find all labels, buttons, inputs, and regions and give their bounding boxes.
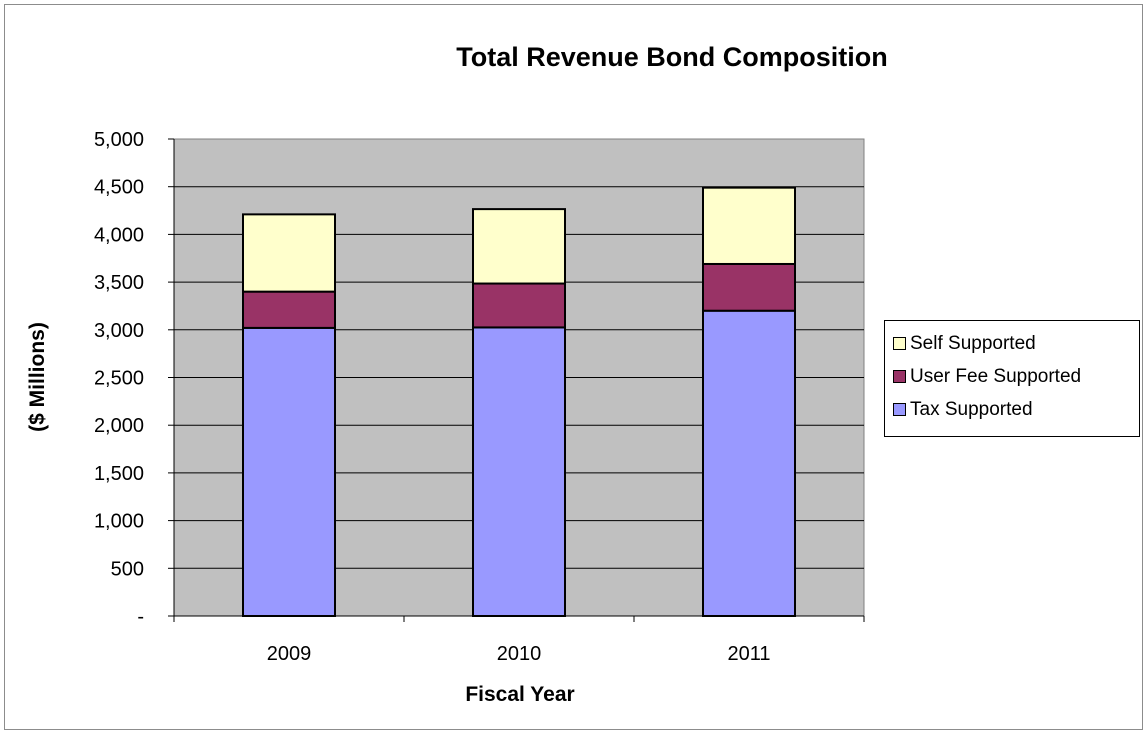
y-tick-label: 1,500 <box>94 463 144 485</box>
x-axis-label: Fiscal Year <box>465 683 574 706</box>
axes <box>168 138 865 622</box>
y-tick-label: 4,500 <box>94 177 144 199</box>
x-tick-labels: 2009 2010 2011 <box>267 643 771 665</box>
bar-segment <box>702 309 796 617</box>
y-tick-label: 1,000 <box>94 511 144 533</box>
y-tick-label: 2,500 <box>94 368 144 390</box>
x-tick-label: 2009 <box>267 643 312 665</box>
y-tick-label: 2,000 <box>94 415 144 437</box>
chart-title: Total Revenue Bond Composition <box>456 42 888 72</box>
bar-segment <box>242 213 336 293</box>
legend-swatch <box>893 370 906 383</box>
legend-item: Self Supported <box>893 327 1139 360</box>
x-tick-label: 2010 <box>497 643 542 665</box>
legend-label: Self Supported <box>910 332 1036 354</box>
bar-segment <box>472 326 566 617</box>
legend-label: Tax Supported <box>910 398 1033 420</box>
bar-segment <box>472 208 566 285</box>
bar-segment <box>242 290 336 329</box>
bar-segment <box>702 262 796 312</box>
x-tick-label: 2011 <box>727 643 770 665</box>
y-tick-labels: - 500 1,000 1,500 2,000 2,500 3,000 3,500 4,000 4… <box>94 129 144 628</box>
legend: Self Supported User Fee Supported Tax Supp… <box>884 320 1140 437</box>
bar-segment <box>242 326 336 617</box>
bar-segment <box>472 282 566 329</box>
y-tick-label: 3,500 <box>94 272 144 294</box>
y-axis-label: ($ Millions) <box>26 322 49 432</box>
y-tick-label: 500 <box>111 558 144 580</box>
legend-swatch <box>893 337 906 350</box>
y-tick-label: 3,000 <box>94 320 144 342</box>
y-tick-label: 5,000 <box>94 129 144 151</box>
legend-item: User Fee Supported <box>893 360 1139 393</box>
y-tick-label: - <box>137 606 144 628</box>
legend-item: Tax Supported <box>893 393 1139 426</box>
bars <box>242 186 796 617</box>
bar-segment <box>702 186 796 265</box>
legend-label: User Fee Supported <box>910 365 1082 387</box>
y-tick-label: 4,000 <box>94 224 144 246</box>
legend-swatch <box>893 403 906 416</box>
